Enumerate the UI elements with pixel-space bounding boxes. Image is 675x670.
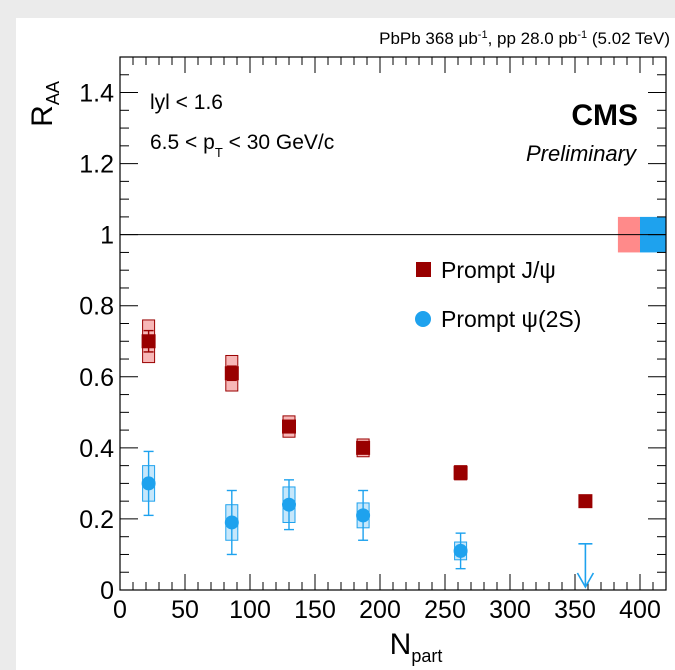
legend-jpsi-marker [416, 262, 431, 277]
y-tick-label: 0.8 [79, 293, 114, 321]
y-tick-label: 1.2 [79, 151, 114, 179]
raa-chart: PbPb 368 μb-1, pp 28.0 pb-1 (5.02 TeV) 0 5… [26, 29, 670, 666]
x-tick-label: 100 [229, 596, 271, 624]
chart-panel: PbPb 368 μb-1, pp 28.0 pb-1 (5.02 TeV) 0 5… [16, 18, 675, 670]
psi2s-point [224, 515, 239, 530]
x-tick-label: 250 [424, 596, 466, 624]
y-tick-label: 1.4 [79, 80, 114, 108]
jpsi-point [224, 366, 239, 381]
y-tick-label: 0.6 [79, 364, 114, 392]
cms-label: CMS [571, 99, 638, 132]
x-tick-label: 400 [619, 596, 661, 624]
x-tick-label: 0 [113, 596, 127, 624]
psi2s-point [356, 508, 371, 523]
x-tick-label: 300 [489, 596, 531, 624]
jpsi-point [356, 440, 371, 455]
preliminary-label: Preliminary [526, 141, 638, 166]
x-axis-title: Npart [390, 628, 443, 666]
y-tick-label: 1 [100, 222, 114, 250]
psi2s-upper-limit-arrow [576, 572, 595, 589]
psi2s-point [141, 476, 156, 491]
rapidity-cut-label: lyl < 1.6 [150, 91, 223, 114]
y-axis-title: RAA [26, 81, 63, 127]
x-tick-label: 50 [171, 596, 199, 624]
jpsi-point [578, 494, 593, 509]
pt-cut-label: 6.5 < pT < 30 GeV/c [150, 131, 334, 160]
y-tick-label: 0 [100, 577, 114, 605]
x-tick-label: 150 [294, 596, 336, 624]
legend-jpsi-label: Prompt J/ψ [441, 257, 556, 283]
y-tick-label: 0.2 [79, 506, 114, 534]
legend-psi2s-label: Prompt ψ(2S) [441, 306, 581, 332]
psi2s-point [282, 497, 296, 512]
x-tick-label: 200 [359, 596, 401, 624]
psi2s-point [453, 543, 468, 558]
jpsi-point [141, 334, 156, 349]
y-tick-label: 0.4 [79, 435, 114, 463]
x-tick-label: 350 [554, 596, 596, 624]
jpsi-point [453, 465, 468, 480]
legend-psi2s-marker [415, 311, 431, 327]
luminosity-label: PbPb 368 μb-1, pp 28.0 pb-1 (5.02 TeV) [379, 29, 670, 48]
jpsi-point [282, 419, 296, 434]
